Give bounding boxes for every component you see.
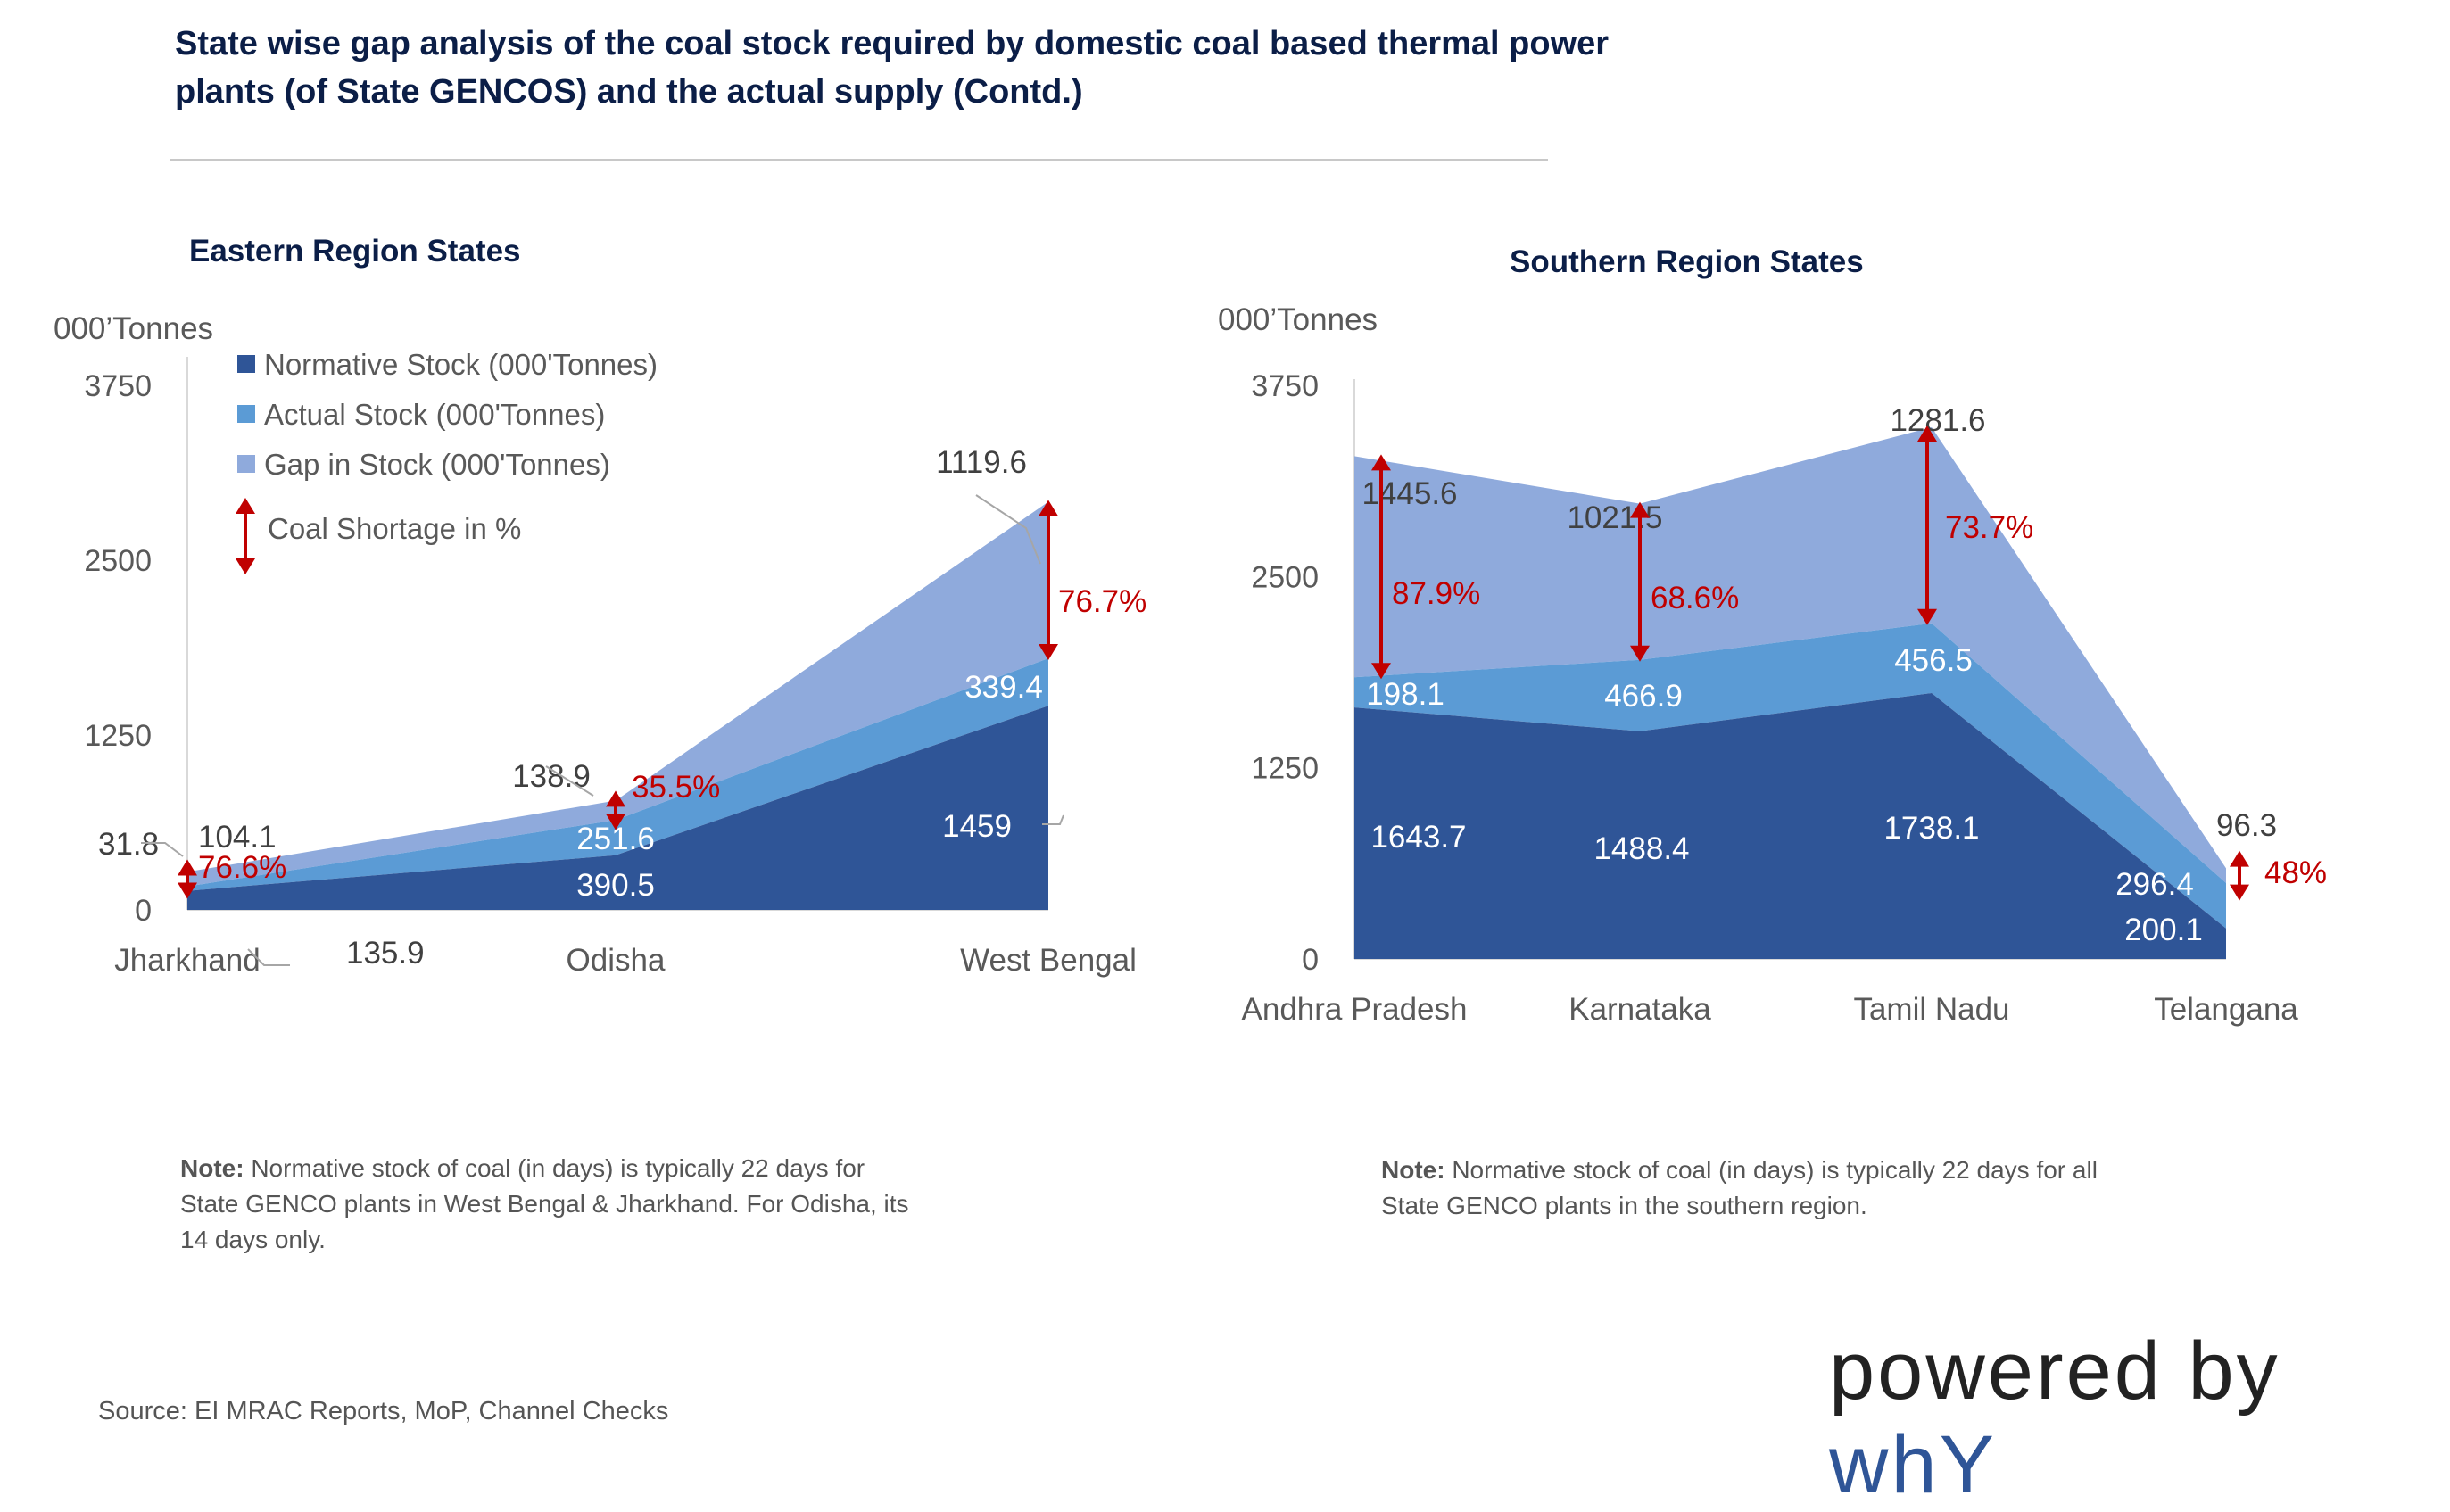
southern-y-axis-label: 000’Tonnes — [1218, 302, 1378, 337]
southern-x-tick-label: Karnataka — [1568, 992, 1711, 1027]
eastern-chart-title: Eastern Region States — [189, 234, 521, 269]
eastern-gap-label: 138.9 — [512, 759, 591, 794]
southern-shortage-pct: 73.7% — [1945, 510, 2033, 545]
southern-shortage-arrow-head-top — [1917, 425, 1937, 442]
legend-swatch-gap — [237, 455, 255, 473]
southern-shortage-pct: 48% — [2264, 855, 2327, 890]
eastern-leader-line — [545, 765, 594, 797]
southern-shortage-arrow-head-bottom — [1371, 663, 1391, 680]
southern-actual-label: 466.9 — [1604, 679, 1683, 714]
southern-y-tick-label: 2500 — [1251, 560, 1319, 594]
eastern-normative-label: 135.9 — [346, 936, 425, 971]
southern-shortage-arrow-head-top — [1630, 501, 1650, 518]
southern-actual-label: 296.4 — [2115, 867, 2194, 902]
eastern-x-tick-label: West Bengal — [960, 943, 1137, 978]
southern-y-tick-label: 1250 — [1251, 752, 1319, 786]
eastern-leader-line — [141, 842, 184, 857]
southern-normative-label: 200.1 — [2124, 913, 2203, 947]
legend-swatch-normative — [237, 355, 255, 373]
brand-prefix: powered by — [1829, 1326, 2280, 1417]
eastern-normative-label: 390.5 — [576, 868, 655, 903]
eastern-y-tick-label: 0 — [135, 894, 152, 928]
southern-gap-label: 1281.6 — [1890, 403, 1985, 438]
southern-actual-label: 198.1 — [1366, 677, 1444, 712]
southern-x-tick-label: Telangana — [2154, 992, 2298, 1027]
eastern-y-tick-label: 1250 — [84, 719, 152, 753]
southern-shortage-pct: 68.6% — [1651, 581, 1739, 616]
southern-normative-area — [1354, 692, 2226, 959]
brand-suffix: Y — [1939, 1419, 1997, 1510]
eastern-x-tick-label: Odisha — [567, 943, 666, 978]
eastern-note-label: Note: — [180, 1154, 244, 1182]
eastern-shortage-pct: 35.5% — [632, 770, 720, 805]
legend-swatch-actual — [237, 405, 255, 423]
eastern-shortage-arrow-head-bottom — [606, 814, 625, 830]
eastern-shortage-arrow-head-top — [178, 859, 197, 876]
eastern-actual-area — [187, 658, 1048, 891]
eastern-shortage-arrow-head-bottom — [1039, 644, 1058, 661]
southern-gap-label: 96.3 — [2216, 808, 2277, 843]
southern-normative-label: 1738.1 — [1883, 811, 1979, 846]
legend-label-normative: Normative Stock (000'Tonnes) — [264, 348, 658, 381]
eastern-shortage-arrow-head-top — [1039, 500, 1058, 516]
southern-x-tick-label: Andhra Pradesh — [1242, 992, 1468, 1027]
eastern-shortage-pct: 76.7% — [1058, 584, 1146, 619]
eastern-actual-label: 339.4 — [964, 670, 1043, 705]
eastern-gap-area — [187, 501, 1048, 887]
legend-shortage-arrow-head-bottom — [236, 558, 255, 574]
eastern-gap-label: 104.1 — [198, 820, 277, 855]
legend-label-actual: Actual Stock (000'Tonnes) — [264, 398, 605, 431]
legend-label-shortage: Coal Shortage in % — [268, 512, 521, 545]
legend-shortage-arrow-head-top — [236, 498, 255, 514]
southern-gap-label: 1445.6 — [1362, 476, 1457, 511]
eastern-y-tick-label: 3750 — [84, 369, 152, 403]
southern-shortage-arrow-head-bottom — [1630, 645, 1650, 662]
southern-normative-label: 1488.4 — [1593, 831, 1689, 866]
title-divider — [170, 159, 1548, 161]
southern-y-tick-label: 0 — [1302, 943, 1319, 977]
source-text: Source: EI MRAC Reports, MoP, Channel Ch… — [98, 1397, 669, 1425]
legend-label-gap: Gap in Stock (000'Tonnes) — [264, 448, 610, 481]
brand-logo: powered by whY — [1829, 1325, 2450, 1512]
charts-canvas: 0 1250 2500 3750 000’Tonnes Jharkhand Odisha We… — [54, 302, 2327, 1027]
eastern-leader-line — [975, 494, 1041, 565]
southern-note: Note: Normative stock of coal (in days) … — [1381, 1153, 2113, 1224]
southern-y-tick-label: 3750 — [1251, 369, 1319, 403]
southern-shortage-arrow-head-bottom — [2230, 884, 2249, 901]
eastern-shortage-arrow-head-bottom — [178, 882, 197, 899]
southern-shortage-arrow-head-top — [2230, 850, 2249, 867]
eastern-y-axis-label: 000’Tonnes — [54, 311, 213, 346]
southern-shortage-pct: 87.9% — [1392, 576, 1480, 611]
southern-note-label: Note: — [1381, 1156, 1445, 1184]
eastern-shortage-arrow-head-top — [606, 790, 625, 807]
southern-shortage-arrow-head-top — [1371, 454, 1391, 471]
southern-actual-label: 456.5 — [1894, 643, 1973, 678]
eastern-leader-line — [247, 948, 290, 966]
eastern-shortage-pct: 76.6% — [198, 850, 286, 885]
eastern-normative-area — [187, 706, 1048, 910]
eastern-leader-line — [1042, 814, 1064, 825]
eastern-gap-label: 1119.6 — [936, 445, 1027, 480]
brand-highlight: wh — [1829, 1419, 1940, 1510]
eastern-actual-label: 31.8 — [98, 827, 159, 862]
southern-actual-area — [1354, 623, 2226, 929]
eastern-x-tick-label: Jharkhand — [114, 943, 260, 978]
eastern-normative-label: 1459 — [942, 809, 1012, 844]
southern-chart-title: Southern Region States — [1510, 244, 1864, 279]
page-title: State wise gap analysis of the coal stoc… — [175, 25, 1610, 111]
southern-shortage-arrow-head-bottom — [1917, 608, 1937, 625]
eastern-note: Note: Normative stock of coal (in days) … — [180, 1151, 912, 1258]
eastern-note-text: Normative stock of coal (in days) is typ… — [180, 1154, 909, 1253]
southern-note-text: Normative stock of coal (in days) is typ… — [1381, 1156, 2098, 1219]
southern-normative-label: 1643.7 — [1370, 820, 1466, 855]
eastern-y-tick-label: 2500 — [84, 544, 152, 578]
southern-gap-area — [1354, 426, 2226, 883]
southern-x-tick-label: Tamil Nadu — [1853, 992, 2009, 1027]
